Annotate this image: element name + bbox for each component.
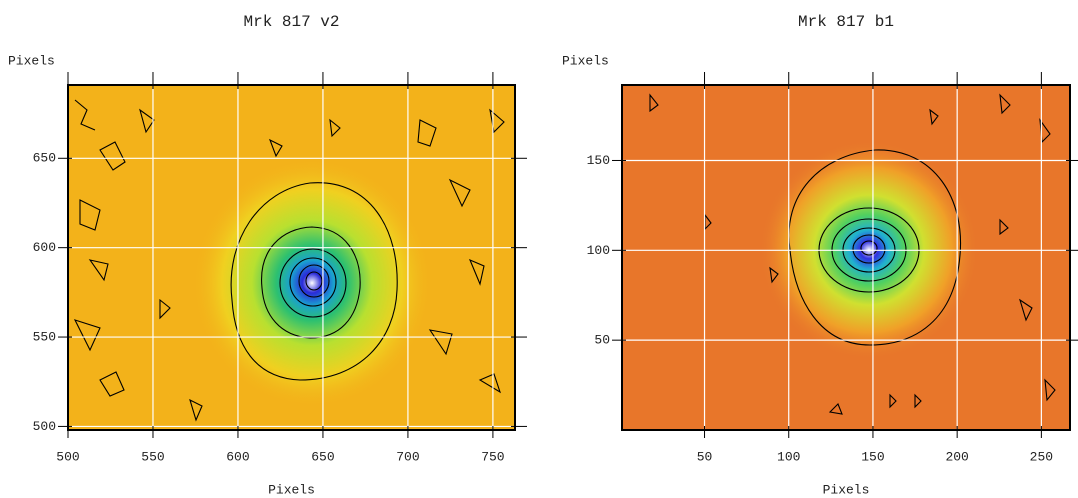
x-tick-label: 700 (396, 449, 419, 464)
x-axis-label: Pixels (823, 482, 870, 497)
y-tick-label: 100 (587, 243, 610, 258)
x-tick-label: 100 (777, 449, 800, 464)
y-tick-label: 150 (587, 153, 610, 168)
x-tick-label: 750 (481, 449, 504, 464)
y-tick-label: 600 (33, 240, 56, 255)
panel: 500 550 600 650 700 750 500 550 600 650 Mrk 817 v2… (8, 13, 527, 497)
y-tick-label: 500 (33, 419, 56, 434)
x-tick-label: 150 (861, 449, 884, 464)
panel: 50 100 150 200 250 50 100 150 Mrk 817 b1 Pixels Pi… (562, 13, 1078, 497)
x-tick-label: 250 (1030, 449, 1053, 464)
x-tick-label: 500 (56, 449, 79, 464)
x-tick-label: 200 (945, 449, 968, 464)
y-tick-label: 550 (33, 329, 56, 344)
plot-frame (621, 84, 1071, 431)
plot-frame (67, 84, 516, 431)
x-tick-label: 550 (141, 449, 164, 464)
y-axis-label: Pixels (8, 53, 55, 68)
image-source (192, 158, 432, 408)
contours (73, 99, 505, 422)
chart-title: Mrk 817 b1 (798, 13, 894, 31)
y-tick-label: 50 (594, 333, 610, 348)
x-axis-label: Pixels (268, 482, 315, 497)
chart-title: Mrk 817 v2 (243, 13, 339, 31)
x-tick-label: 50 (697, 449, 713, 464)
y-tick-label: 650 (33, 151, 56, 166)
x-tick-label: 650 (311, 449, 334, 464)
x-tick-label: 600 (226, 449, 249, 464)
y-axis-label: Pixels (562, 53, 609, 68)
